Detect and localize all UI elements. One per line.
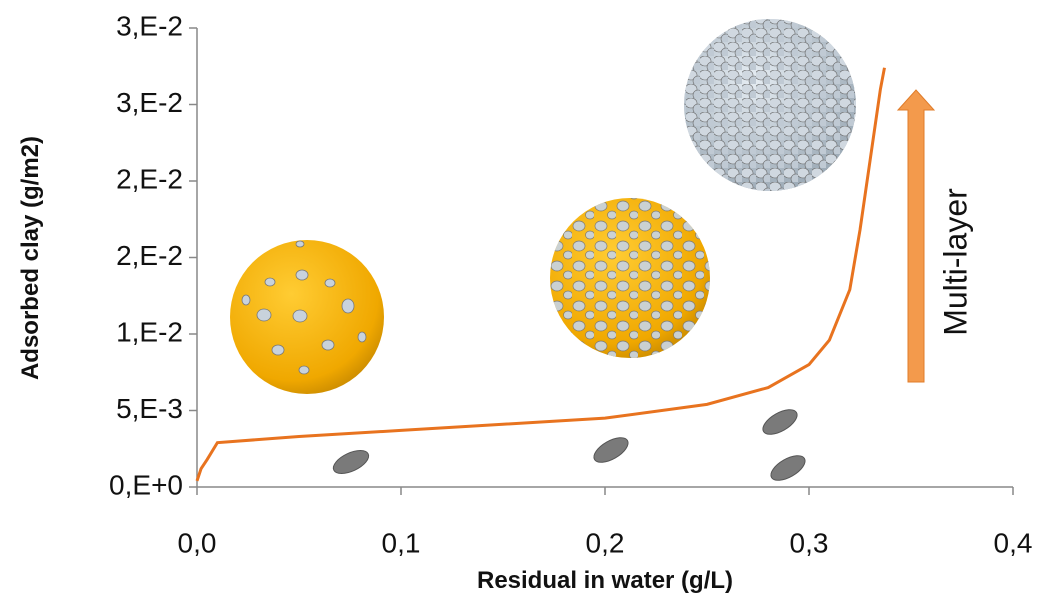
data-line xyxy=(195,67,886,482)
x-tick-label: 0,1 xyxy=(382,527,421,558)
decoration xyxy=(230,19,936,481)
x-tick-label: 0,4 xyxy=(994,527,1033,558)
y-axis-title: Adsorbed clay (g/m2) xyxy=(17,136,44,380)
y-tick-label: 2,E-2 xyxy=(116,163,183,194)
y-tick-label: 3,E-2 xyxy=(116,10,183,41)
x-tick-label: 0,2 xyxy=(586,527,625,558)
y-tick-label: 3,E-2 xyxy=(116,87,183,118)
x-tick-label: 0,3 xyxy=(790,527,829,558)
y-tick-label: 1,E-2 xyxy=(116,316,183,347)
x-axis-title: Residual in water (g/L) xyxy=(477,567,733,594)
y-tick-label: 2,E-2 xyxy=(116,240,183,271)
y-tick-label: 5,E-3 xyxy=(116,393,183,424)
x-tick-label: 0,0 xyxy=(178,527,217,558)
annotation: Multi-layer xyxy=(937,188,973,336)
y-tick-label: 0,E+0 xyxy=(109,469,183,500)
